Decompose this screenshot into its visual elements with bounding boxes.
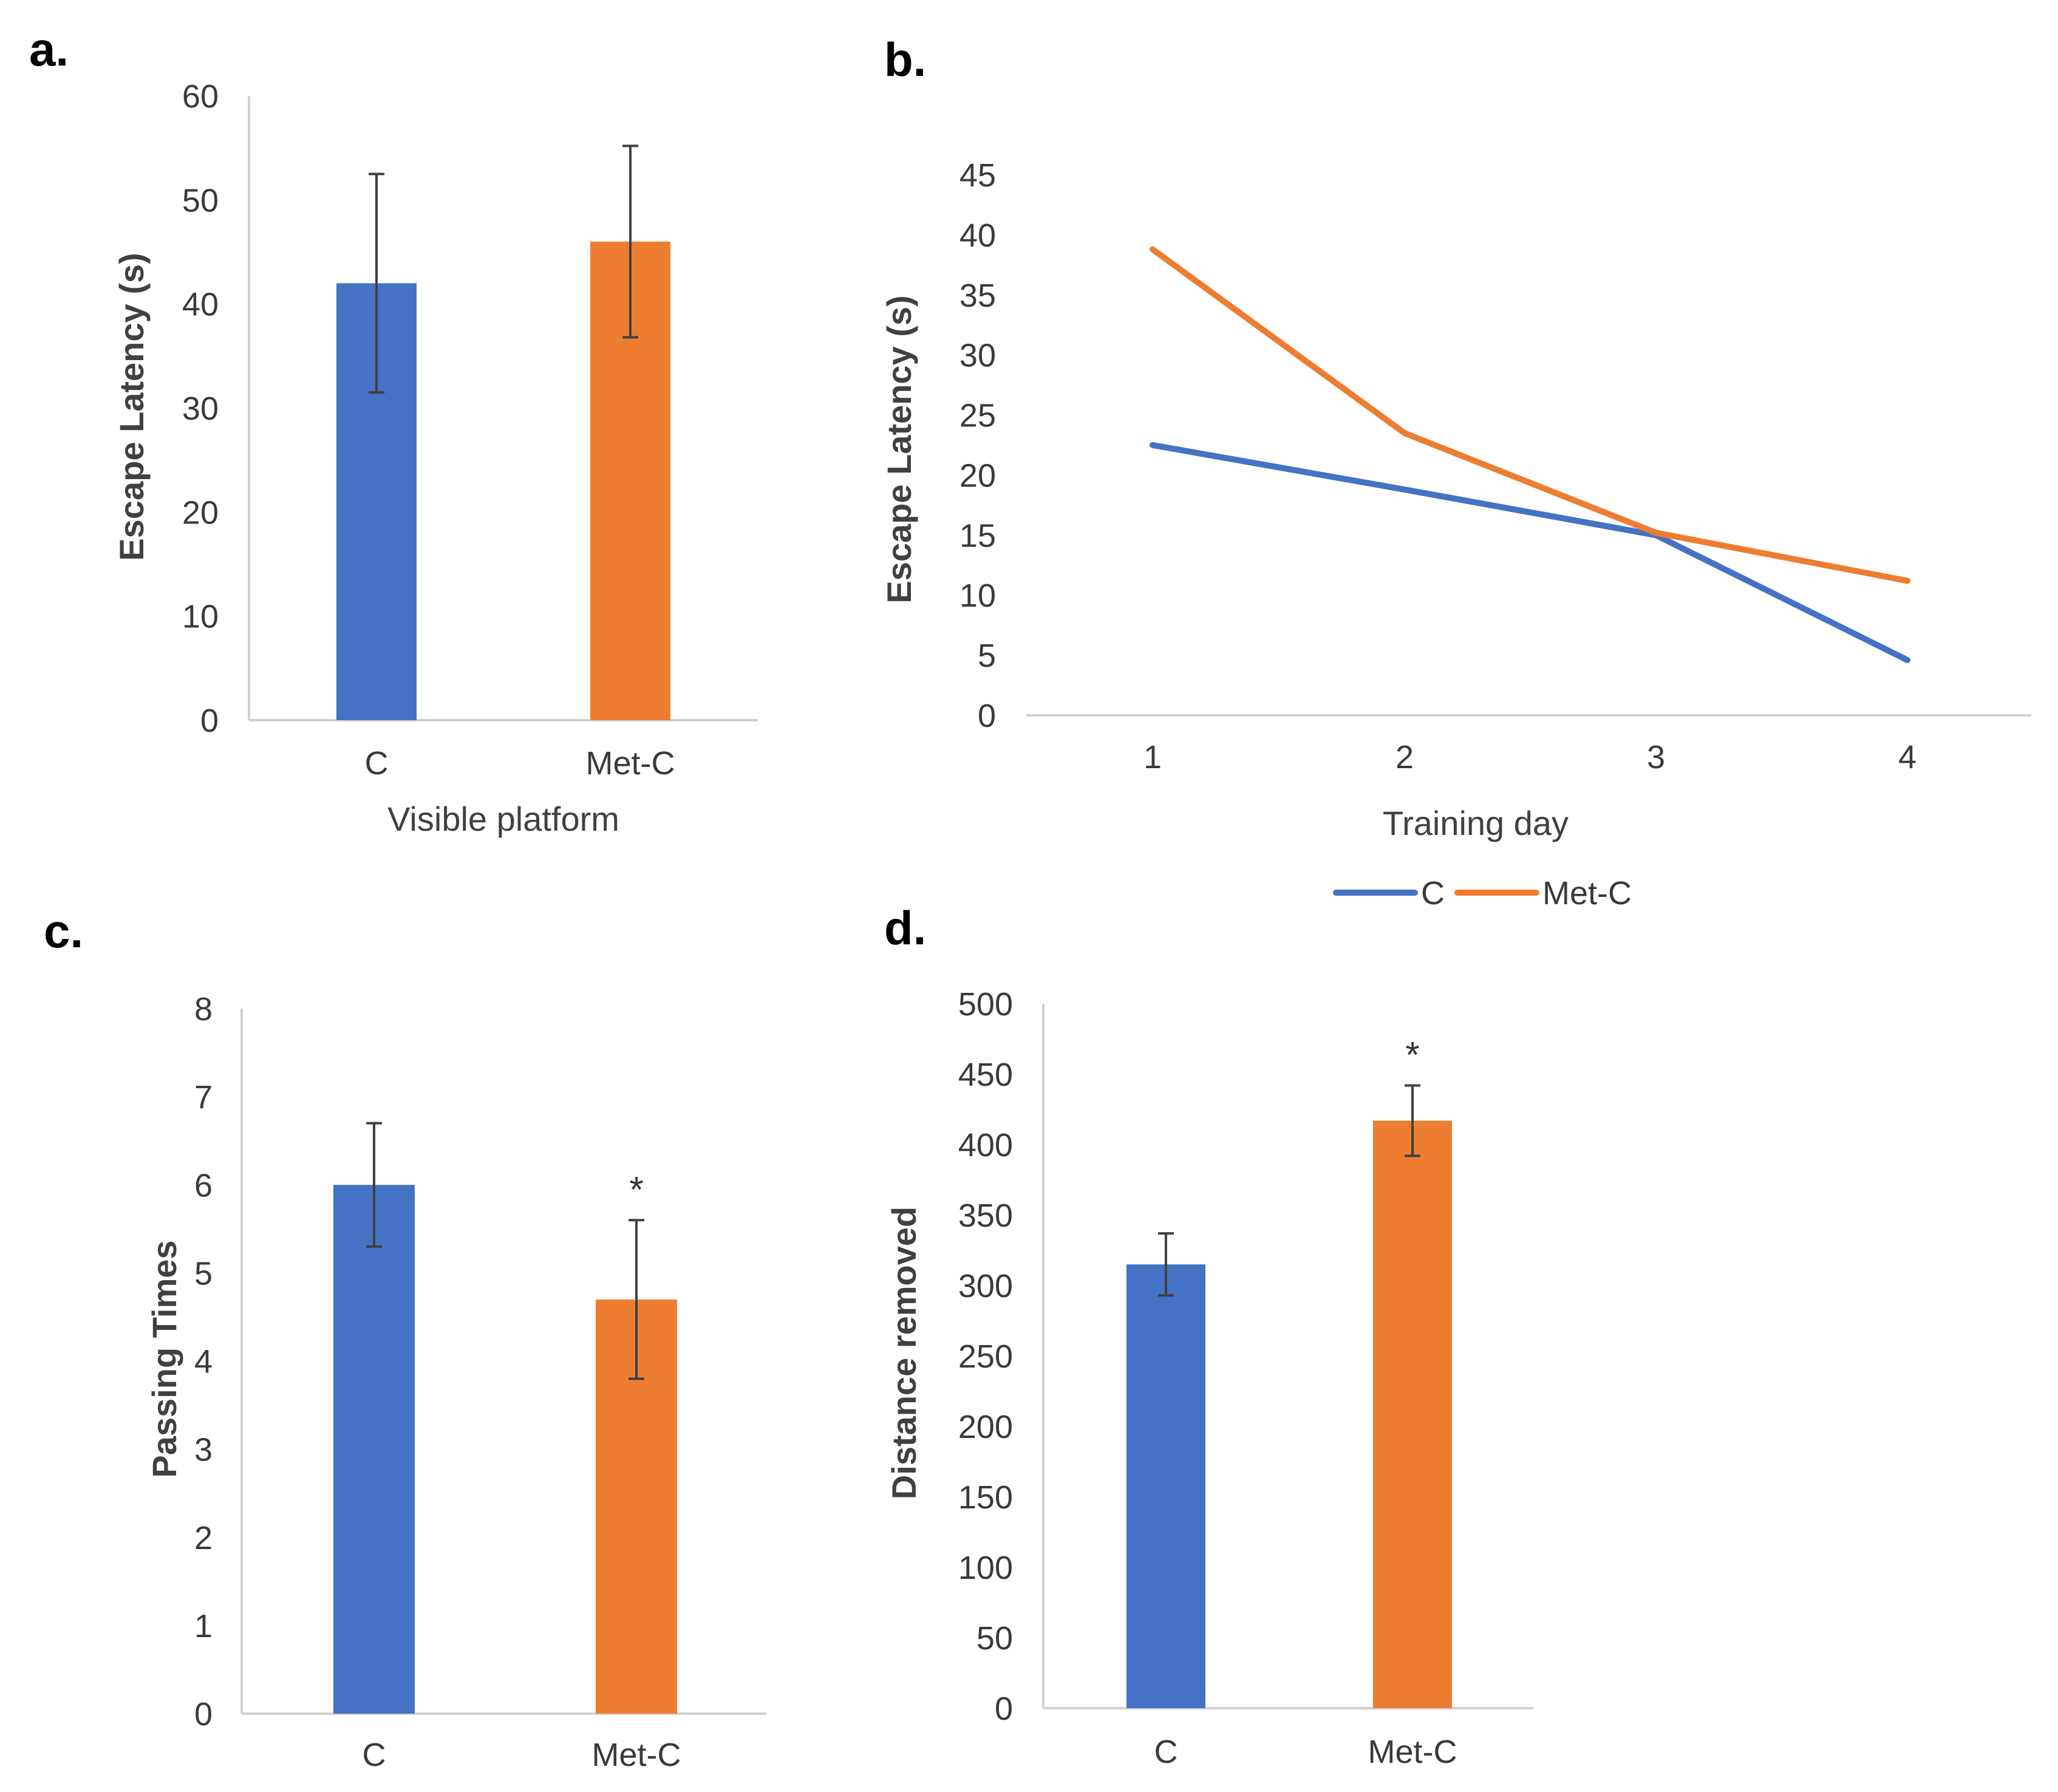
x-tick-label: C xyxy=(365,745,389,782)
y-tick-label: 0 xyxy=(194,1696,213,1732)
y-tick-label: 350 xyxy=(958,1198,1013,1234)
y-tick-label: 5 xyxy=(978,638,996,674)
legend-label-c: C xyxy=(1421,875,1445,911)
y-tick-label: 250 xyxy=(958,1338,1013,1375)
y-tick-label: 0 xyxy=(978,698,996,734)
bar-c xyxy=(1126,1264,1205,1708)
panel-label: c. xyxy=(44,904,83,958)
y-tick-label: 500 xyxy=(958,986,1013,1023)
y-tick-label: 30 xyxy=(182,390,219,427)
x-axis-title: Visible platform xyxy=(387,800,619,838)
panel-label: a. xyxy=(29,22,69,76)
y-tick-label: 6 xyxy=(194,1167,213,1204)
y-tick-label: 40 xyxy=(182,287,219,323)
y-tick-label: 50 xyxy=(976,1620,1013,1657)
x-tick-label: Met-C xyxy=(586,745,675,782)
x-tick-label: Met-C xyxy=(1368,1734,1457,1770)
y-tick-label: 30 xyxy=(959,338,996,374)
x-tick-label: C xyxy=(363,1737,386,1773)
y-tick-label: 50 xyxy=(182,182,219,219)
series-line-met-c xyxy=(1150,246,1910,584)
y-tick-label: 20 xyxy=(959,457,996,494)
y-tick-label: 3 xyxy=(194,1432,213,1468)
bar-met-c xyxy=(1373,1120,1452,1708)
y-tick-label: 300 xyxy=(958,1268,1013,1304)
y-axis-title: Escape Latency (s) xyxy=(880,295,918,603)
significance-marker: * xyxy=(1405,1035,1419,1075)
chart-panel-c: c. 0 1 2 3 4 5 6 7 8 Passing Times C * Met-C xyxy=(44,904,766,1773)
y-tick-label: 15 xyxy=(959,517,996,554)
y-tick-label: 40 xyxy=(959,217,996,254)
legend-label-met-c: Met-C xyxy=(1542,875,1632,911)
y-tick-label: 0 xyxy=(995,1691,1013,1727)
bar-c xyxy=(333,1185,415,1714)
series-line-c xyxy=(1150,442,1910,664)
y-tick-label: 10 xyxy=(182,599,219,635)
chart-panel-b: b. 0 5 10 15 20 25 30 35 40 45 Escape Latency (s) 1 2… xyxy=(880,33,2031,911)
x-axis-title: Training day xyxy=(1383,804,1569,842)
y-tick-label: 1 xyxy=(194,1608,213,1644)
y-tick-label: 10 xyxy=(959,577,996,614)
x-tick-label: 3 xyxy=(1647,739,1665,775)
y-tick-label: 100 xyxy=(958,1550,1013,1586)
x-tick-label: 2 xyxy=(1395,739,1414,775)
y-tick-label: 450 xyxy=(958,1057,1013,1093)
panel-label: b. xyxy=(884,33,926,86)
x-tick-label: C xyxy=(1154,1734,1178,1770)
y-tick-label: 4 xyxy=(194,1344,213,1380)
significance-marker: * xyxy=(629,1169,643,1210)
y-tick-label: 35 xyxy=(959,278,996,314)
y-tick-label: 200 xyxy=(958,1409,1013,1445)
y-tick-label: 25 xyxy=(959,398,996,434)
y-tick-label: 400 xyxy=(958,1127,1013,1163)
y-tick-label: 2 xyxy=(194,1520,213,1556)
y-tick-label: 5 xyxy=(194,1255,213,1292)
y-tick-label: 45 xyxy=(959,157,996,194)
chart-panel-a: a. 0 10 20 30 40 50 60 Escape Latency (s) C Met-C V… xyxy=(29,22,758,838)
y-tick-label: 0 xyxy=(200,703,219,739)
y-tick-label: 20 xyxy=(182,494,219,531)
x-tick-label: 1 xyxy=(1143,739,1162,775)
panel-label: d. xyxy=(884,901,926,955)
chart-panel-d: d. 0 50 100 150 200 250 300 350 400 450 500 Distance… xyxy=(884,901,1533,1770)
x-tick-label: Met-C xyxy=(592,1737,681,1773)
y-axis-title: Distance removed xyxy=(885,1207,923,1499)
y-axis-title: Escape Latency (s) xyxy=(112,253,151,560)
y-tick-label: 150 xyxy=(958,1479,1013,1516)
y-tick-label: 8 xyxy=(194,991,213,1027)
y-tick-label: 7 xyxy=(194,1079,213,1116)
x-tick-label: 4 xyxy=(1898,739,1917,775)
y-tick-label: 60 xyxy=(182,78,219,115)
y-axis-title: Passing Times xyxy=(145,1240,183,1477)
